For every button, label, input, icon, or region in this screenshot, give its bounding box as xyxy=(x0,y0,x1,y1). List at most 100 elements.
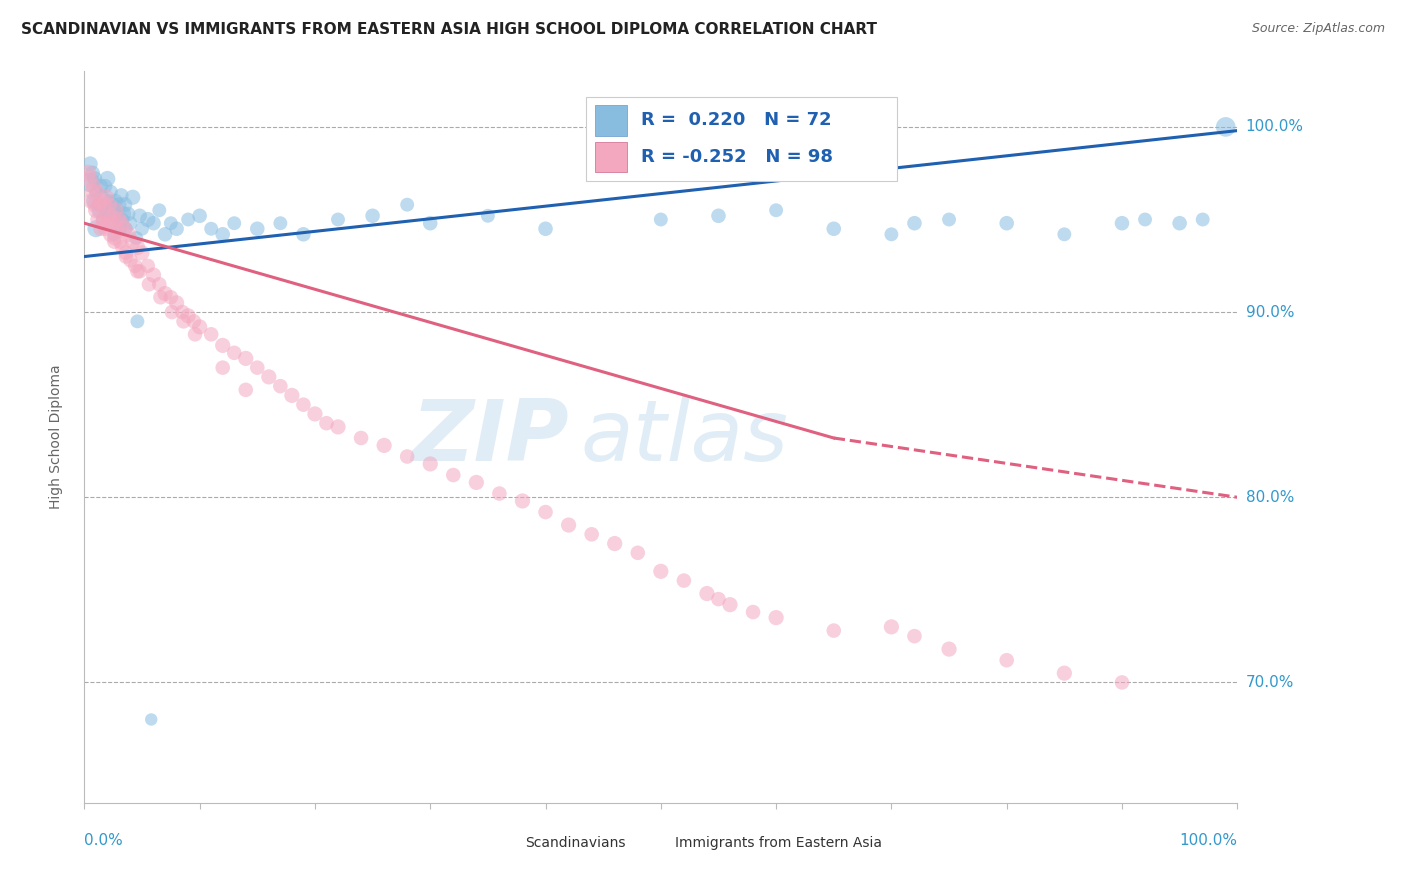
Point xyxy=(120,216,142,230)
Point xyxy=(94,221,117,235)
Point xyxy=(103,203,124,218)
Point xyxy=(188,209,211,223)
Point xyxy=(128,209,150,223)
Point xyxy=(79,157,101,171)
Point xyxy=(136,259,159,273)
Point xyxy=(127,264,149,278)
Point xyxy=(117,227,139,242)
Point xyxy=(120,253,142,268)
Point xyxy=(184,327,207,342)
Point xyxy=(1215,120,1237,134)
Point xyxy=(177,309,200,323)
Point xyxy=(105,221,128,235)
Text: 70.0%: 70.0% xyxy=(1246,675,1294,690)
Point xyxy=(87,212,110,227)
Point xyxy=(142,268,165,282)
Point xyxy=(103,216,124,230)
Point xyxy=(110,188,132,202)
Point xyxy=(246,360,269,375)
Point xyxy=(1053,227,1076,242)
Point xyxy=(177,212,200,227)
Text: atlas: atlas xyxy=(581,395,789,479)
FancyBboxPatch shape xyxy=(586,97,897,181)
Point xyxy=(121,190,143,204)
Point xyxy=(224,216,246,230)
Text: Scandinavians: Scandinavians xyxy=(524,836,626,850)
Point xyxy=(104,203,127,218)
Point xyxy=(79,176,101,190)
Point xyxy=(111,212,134,227)
Point xyxy=(903,216,925,230)
Point xyxy=(823,624,845,638)
Text: 100.0%: 100.0% xyxy=(1180,833,1237,848)
Point xyxy=(477,209,499,223)
Point xyxy=(96,190,118,204)
Point xyxy=(512,494,534,508)
FancyBboxPatch shape xyxy=(494,830,519,854)
Text: Immigrants from Eastern Asia: Immigrants from Eastern Asia xyxy=(675,836,882,850)
Point xyxy=(200,327,222,342)
Point xyxy=(84,203,107,218)
Point xyxy=(121,235,143,249)
Point xyxy=(534,221,557,235)
Point xyxy=(83,194,105,208)
Point xyxy=(160,290,183,304)
Point xyxy=(125,231,148,245)
Point xyxy=(83,179,105,194)
Point xyxy=(1111,216,1133,230)
Point xyxy=(211,338,233,352)
Point xyxy=(112,207,135,221)
Point xyxy=(153,286,176,301)
Point xyxy=(87,197,110,211)
Point xyxy=(160,216,183,230)
Point xyxy=(396,197,419,211)
Point xyxy=(1053,666,1076,681)
Point xyxy=(91,212,114,227)
Point xyxy=(96,207,118,221)
Point xyxy=(627,546,650,560)
Point xyxy=(115,245,138,260)
Point xyxy=(880,620,903,634)
Point xyxy=(80,194,103,208)
Point xyxy=(114,197,136,211)
Point xyxy=(98,216,121,230)
Point xyxy=(84,221,107,235)
Point xyxy=(257,370,280,384)
Point xyxy=(90,190,112,204)
Point xyxy=(211,360,233,375)
Point xyxy=(142,216,165,230)
Point xyxy=(149,290,172,304)
Point xyxy=(173,314,195,328)
Point xyxy=(183,314,205,328)
Point xyxy=(696,586,718,600)
Point xyxy=(97,194,120,208)
Point xyxy=(350,431,373,445)
Point xyxy=(108,212,131,227)
Point xyxy=(465,475,488,490)
Text: 100.0%: 100.0% xyxy=(1246,120,1303,135)
Point xyxy=(141,713,163,727)
Point xyxy=(581,527,603,541)
Point xyxy=(419,457,441,471)
Point xyxy=(84,185,107,199)
Point xyxy=(115,221,138,235)
Point xyxy=(148,203,170,218)
Point xyxy=(823,221,845,235)
Point xyxy=(880,227,903,242)
Point xyxy=(89,203,111,218)
Point xyxy=(76,166,98,180)
Text: R =  0.220   N = 72: R = 0.220 N = 72 xyxy=(641,112,832,129)
Text: Source: ZipAtlas.com: Source: ZipAtlas.com xyxy=(1251,22,1385,36)
Point xyxy=(650,212,672,227)
Point xyxy=(103,227,125,242)
Point xyxy=(672,574,695,588)
Point xyxy=(104,194,127,208)
Point xyxy=(441,468,464,483)
FancyBboxPatch shape xyxy=(595,142,627,172)
Point xyxy=(373,438,395,452)
Point xyxy=(166,221,188,235)
Point xyxy=(110,216,132,230)
Point xyxy=(269,216,291,230)
Point xyxy=(281,388,304,402)
Point xyxy=(1133,212,1156,227)
